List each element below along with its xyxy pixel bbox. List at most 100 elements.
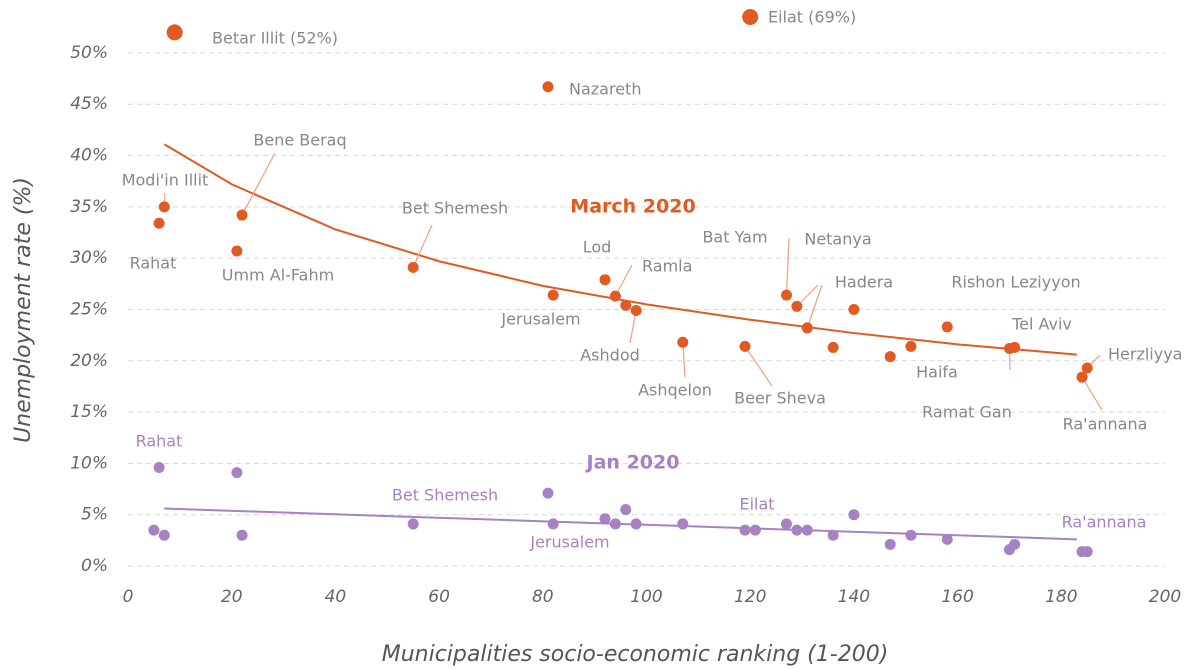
point: [677, 336, 689, 348]
y-tick-label: 15%: [70, 402, 108, 422]
x-tick-label: 180: [1045, 587, 1077, 607]
y-axis-label: Unemployment rate (%): [11, 177, 36, 443]
point: [1081, 546, 1093, 558]
point: [609, 518, 621, 530]
point-label: Modi'in Illit: [122, 171, 209, 190]
point: [884, 538, 896, 550]
series-label: March 2020: [570, 196, 695, 218]
series-label: Jan 2020: [585, 452, 680, 474]
point-label: Rahat: [136, 432, 183, 451]
point: [884, 351, 896, 363]
point: [739, 524, 751, 536]
point-label: Ashqelon: [638, 381, 712, 400]
x-tick-label: 100: [630, 587, 662, 607]
y-tick-label: 10%: [70, 453, 108, 473]
y-tick-label: 5%: [81, 505, 108, 525]
point: [547, 289, 559, 301]
y-tick-label: 45%: [70, 94, 108, 114]
point-label: Bat Yam: [702, 228, 767, 247]
point-label: Ra'annana: [1062, 513, 1147, 532]
y-tick-label: 25%: [70, 299, 108, 319]
y-tick-label: 40%: [70, 146, 108, 166]
point: [941, 321, 953, 333]
leader-line: [629, 310, 637, 344]
point-label: Eilat (69%): [768, 8, 856, 27]
point: [1081, 362, 1093, 374]
point-label: Herzliyya: [1108, 345, 1182, 364]
point: [749, 524, 761, 536]
x-tick-label: 160: [941, 587, 973, 607]
point: [231, 467, 243, 479]
leader-line: [806, 284, 823, 329]
point: [620, 299, 632, 311]
point-label: Bene Beraq: [253, 131, 346, 150]
y-tick-label: 35%: [70, 197, 108, 217]
point: [848, 303, 860, 315]
point: [1076, 371, 1088, 383]
point-label: Beer Sheva: [734, 389, 826, 408]
point: [742, 9, 759, 25]
point: [599, 274, 611, 286]
point: [153, 217, 165, 229]
point-label: Ra'annana: [1063, 415, 1148, 434]
x-tick-label: 120: [734, 587, 766, 607]
point: [780, 289, 792, 301]
point: [791, 524, 803, 536]
point: [801, 524, 813, 536]
point: [630, 304, 642, 316]
leader-line: [785, 237, 790, 296]
point-label: Rishon Leziyyon: [951, 273, 1080, 292]
point: [1009, 341, 1021, 353]
point-label: Jerusalem: [500, 310, 580, 329]
y-tick-label: 30%: [70, 248, 108, 268]
x-tick-label: 60: [428, 587, 450, 607]
point-label: Ramat Gan: [922, 403, 1012, 422]
point-label: Lod: [583, 238, 612, 257]
point-label: Nazareth: [569, 80, 641, 99]
point: [827, 341, 839, 353]
leader-line: [1081, 376, 1103, 411]
x-tick-label: 0: [123, 587, 134, 607]
point-label: Ashdod: [580, 346, 640, 365]
point-label: Bet Shemesh: [392, 486, 498, 505]
point: [153, 461, 165, 473]
leader-line: [744, 346, 773, 387]
leader-line: [412, 224, 433, 268]
point-label: Tel Aviv: [1011, 315, 1072, 334]
point: [542, 81, 554, 93]
point-label: Jerusalem: [529, 533, 609, 552]
point: [407, 518, 419, 530]
point: [158, 529, 170, 541]
point: [231, 245, 243, 257]
x-tick-label: 140: [838, 587, 870, 607]
point-label: Hadera: [835, 273, 893, 292]
x-tick-label: 80: [532, 587, 554, 607]
point: [1009, 538, 1021, 550]
point: [236, 209, 248, 221]
x-tick-label: 200: [1149, 587, 1181, 607]
point-label: Netanya: [804, 230, 871, 249]
point: [620, 504, 632, 516]
point: [609, 290, 621, 302]
point: [677, 518, 689, 530]
x-tick-label: 20: [221, 587, 243, 607]
point-label: Bet Shemesh: [402, 199, 508, 218]
point: [630, 518, 642, 530]
x-tick-label: 40: [325, 587, 347, 607]
point: [848, 509, 860, 521]
point: [905, 340, 917, 352]
point: [166, 24, 183, 41]
point: [801, 322, 813, 334]
point: [547, 518, 559, 530]
point-label: Haifa: [916, 363, 958, 382]
point-label: Rahat: [130, 254, 177, 273]
leader-line: [682, 342, 686, 378]
x-axis-label: Municipalities socio-economic ranking (1…: [382, 642, 889, 667]
point: [780, 518, 792, 530]
point-label: Umm Al-Fahm: [222, 266, 334, 285]
point: [407, 261, 419, 273]
point: [542, 487, 554, 499]
point: [158, 201, 170, 213]
point: [827, 529, 839, 541]
